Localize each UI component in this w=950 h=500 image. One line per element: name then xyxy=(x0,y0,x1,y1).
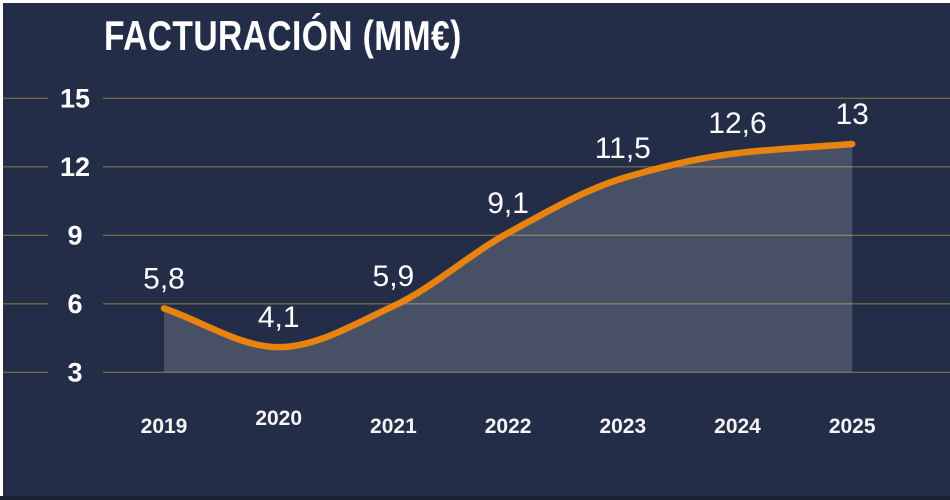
x-axis-tick-label: 2023 xyxy=(599,415,646,438)
trend-line xyxy=(160,140,856,351)
x-axis-tick-label: 2025 xyxy=(829,415,876,438)
value-label: 13 xyxy=(836,98,869,131)
x-axis-tick-label: 2022 xyxy=(485,415,532,438)
y-axis-tick-label: 6 xyxy=(67,289,82,319)
value-label: 12,6 xyxy=(708,107,766,140)
x-axis-tick-label: 2021 xyxy=(370,415,417,438)
value-label: 9,1 xyxy=(487,187,529,220)
x-axis-tick-label: 2020 xyxy=(255,407,302,430)
y-axis-tick-label: 3 xyxy=(67,357,82,387)
y-axis-tick-label: 12 xyxy=(60,152,90,182)
x-axis-tick-label: 2024 xyxy=(714,415,761,438)
value-label: 4,1 xyxy=(258,301,300,334)
y-axis-tick-label: 15 xyxy=(60,83,90,113)
value-label: 5,9 xyxy=(373,260,415,293)
area-fill xyxy=(164,143,853,373)
y-axis-tick-label: 9 xyxy=(67,220,82,250)
value-label: 11,5 xyxy=(595,132,651,165)
chart-title: FACTURACIÓN (MM€) xyxy=(104,12,462,59)
value-label: 5,8 xyxy=(143,262,185,295)
x-axis-tick-label: 2019 xyxy=(141,415,188,438)
